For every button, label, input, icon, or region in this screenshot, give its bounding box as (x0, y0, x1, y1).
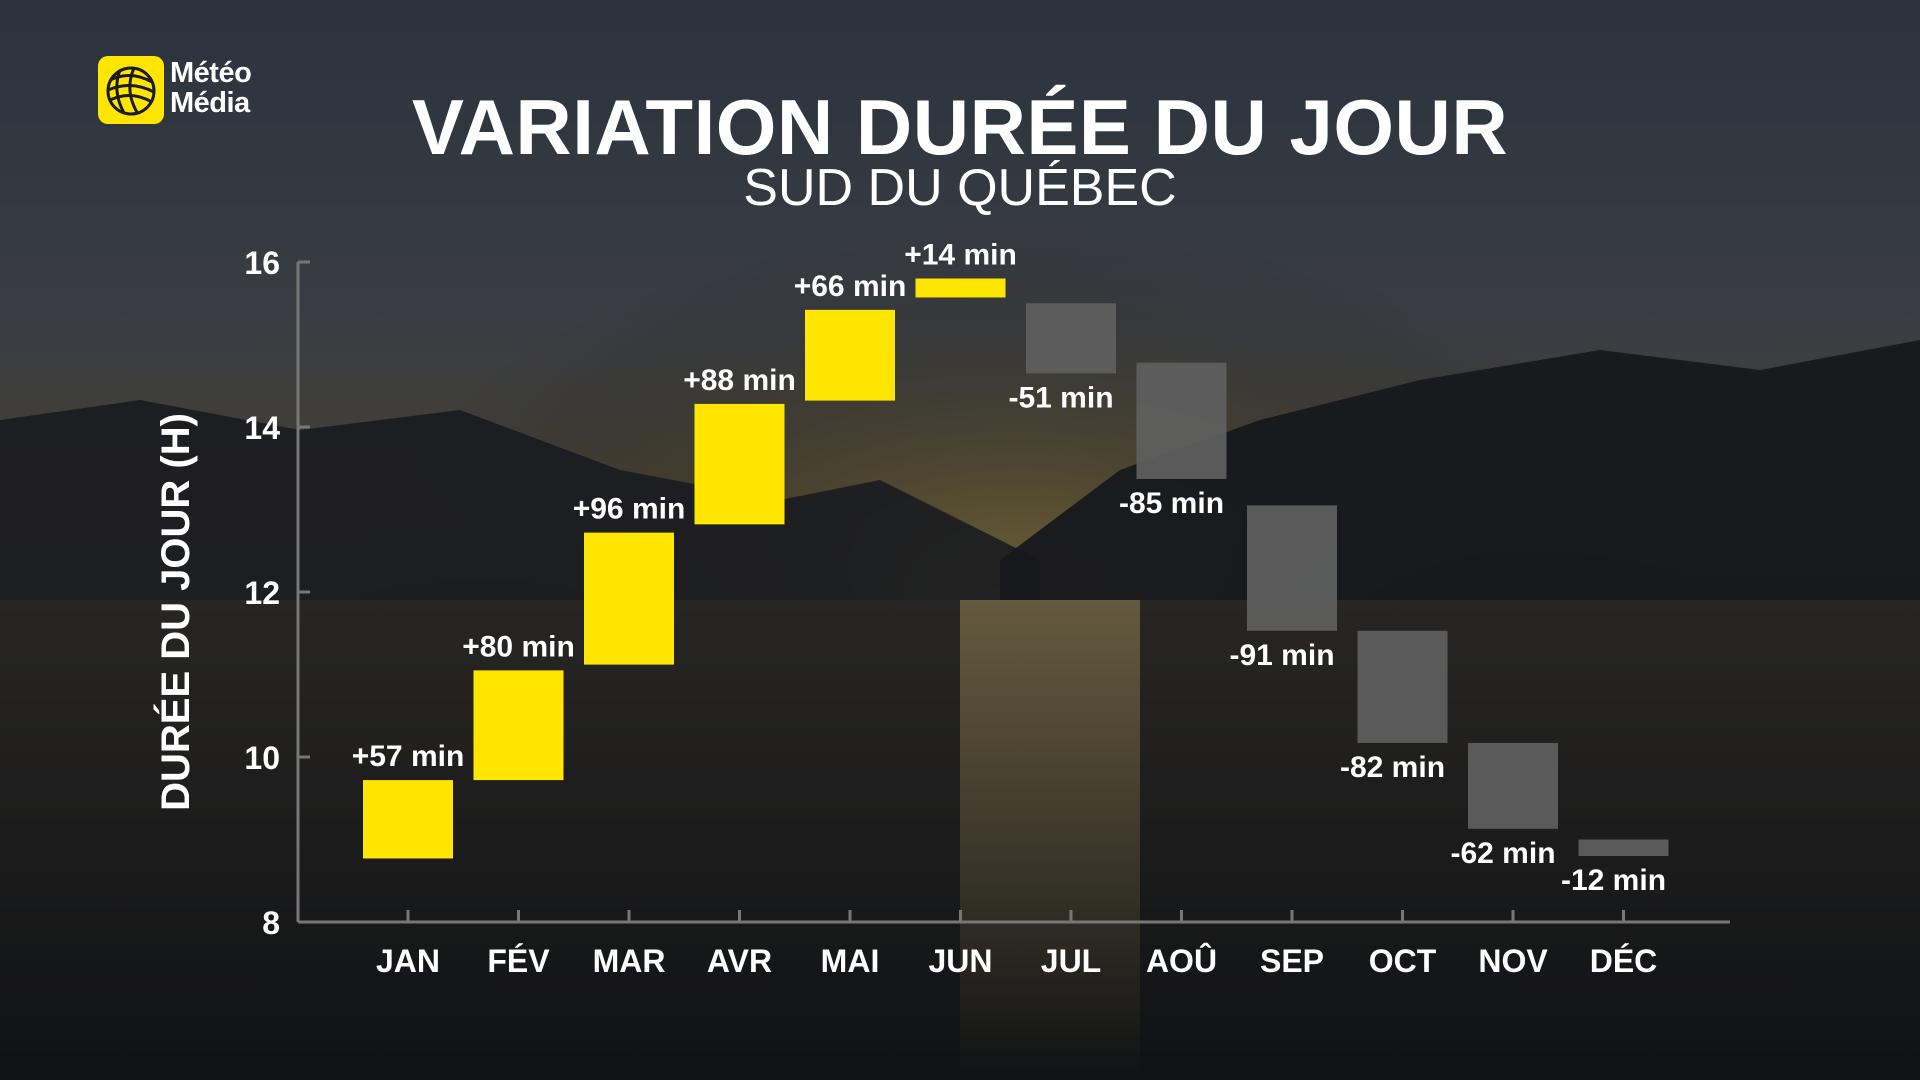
bars (363, 278, 1669, 859)
data-label: +57 min (352, 740, 465, 773)
data-label: +66 min (794, 270, 907, 303)
meteomedia-logo: Météo Média (98, 56, 298, 128)
data-labels: +57 min +80 min +96 min +88 min +66 min+14 m… (352, 239, 1666, 898)
data-label: +80 min (462, 630, 575, 663)
bar-avr (694, 403, 785, 525)
data-label: +96 min (573, 493, 686, 526)
y-tick-label: 12 (244, 575, 280, 611)
bar-jan (363, 780, 453, 859)
logo-wordmark: Météo Média (170, 57, 252, 119)
logo-line-1: Météo (170, 57, 252, 89)
data-label: -91 min (1229, 639, 1334, 672)
x-tick-label: NOV (1478, 943, 1548, 979)
x-tick-label: OCT (1369, 943, 1437, 979)
bar-déc (1578, 839, 1669, 856)
x-tick-label: SEP (1260, 943, 1324, 979)
globe-icon (98, 56, 164, 124)
bar-fév (473, 670, 564, 781)
x-tick-label: MAR (593, 943, 666, 979)
data-label: -82 min (1340, 751, 1445, 784)
x-axis: JAN FÉV MAR AVR MAI JUN JUL AOÛ SEP OCT NOV DÉC (298, 910, 1730, 979)
x-tick-label: DÉC (1590, 943, 1658, 979)
bar-oct (1357, 630, 1448, 743)
data-label: -51 min (1008, 381, 1113, 414)
bar-jun (915, 278, 1006, 298)
data-label: +14 min (904, 239, 1017, 272)
y-tick-label: 10 (244, 740, 280, 776)
y-tick-label: 14 (244, 410, 280, 446)
bar-mar (584, 532, 674, 665)
y-axis-label: DURÉE DU JOUR (H) (153, 413, 198, 811)
x-tick-label: FÉV (487, 943, 550, 979)
x-tick-label: MAI (821, 943, 880, 979)
y-axis: 8 10 12 14 16 (244, 245, 310, 941)
x-tick-label: JUL (1041, 943, 1101, 979)
logo-line-2: Média (170, 87, 250, 119)
bar-sep (1247, 505, 1337, 631)
bar-aoû (1136, 362, 1227, 479)
data-label: -12 min (1561, 864, 1666, 897)
data-label: -85 min (1119, 487, 1224, 520)
bar-jul (1026, 303, 1116, 374)
chart-subtitle: SUD DU QUÉBEC (743, 159, 1177, 217)
x-tick-label: JUN (928, 943, 992, 979)
x-tick-label: JAN (376, 943, 440, 979)
x-tick-label: AOÛ (1146, 943, 1217, 979)
y-tick-label: 8 (262, 905, 280, 941)
bar-mai (805, 309, 895, 401)
data-label: -62 min (1450, 837, 1555, 870)
x-tick-label: AVR (707, 943, 772, 979)
chart-title: VARIATION DURÉE DU JOUR (411, 83, 1509, 171)
bar-nov (1468, 742, 1558, 829)
y-tick-label: 16 (244, 245, 280, 281)
data-label: +88 min (683, 364, 796, 397)
